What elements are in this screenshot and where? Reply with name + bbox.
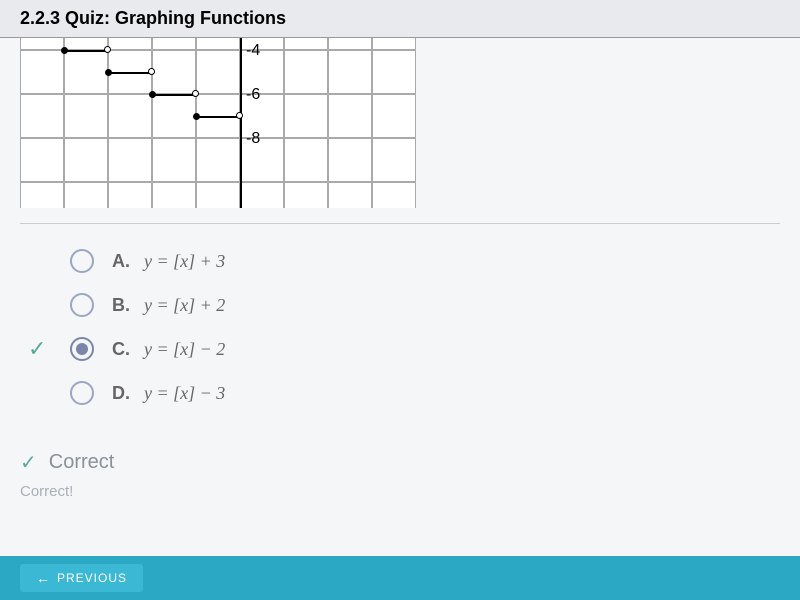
answer-option-a[interactable]: A. y = [x] + 3 <box>70 249 780 273</box>
answer-option-c[interactable]: ✓ C. y = [x] − 2 <box>70 337 780 361</box>
answer-letter: B. <box>112 295 134 316</box>
feedback-check-icon: ✓ <box>20 450 37 475</box>
correct-check-icon: ✓ <box>28 336 46 362</box>
content-area: -4-6-8 A. y = [x] + 3 B. y = [x] + 2 ✓ C… <box>0 38 800 556</box>
previous-button[interactable]: PREVIOUS <box>20 564 143 592</box>
feedback-subtitle: Correct! <box>20 483 780 500</box>
radio-c[interactable] <box>70 337 94 361</box>
feedback-title: Correct <box>49 451 115 474</box>
answer-equation: y = [x] − 3 <box>144 383 225 404</box>
feedback-header: ✓ Correct <box>20 450 780 475</box>
graph-container: -4-6-8 <box>20 38 780 208</box>
answer-option-b[interactable]: B. y = [x] + 2 <box>70 293 780 317</box>
quiz-header: 2.2.3 Quiz: Graphing Functions <box>0 0 800 38</box>
previous-label: PREVIOUS <box>57 571 127 585</box>
quiz-title: 2.2.3 Quiz: Graphing Functions <box>20 8 286 28</box>
nav-bar: PREVIOUS <box>0 556 800 600</box>
radio-d[interactable] <box>70 381 94 405</box>
answer-equation: y = [x] − 2 <box>144 339 225 360</box>
answer-letter: D. <box>112 383 134 404</box>
answer-list: A. y = [x] + 3 B. y = [x] + 2 ✓ C. y = [… <box>20 249 780 425</box>
answer-option-d[interactable]: D. y = [x] − 3 <box>70 381 780 405</box>
answer-letter: C. <box>112 339 134 360</box>
radio-a[interactable] <box>70 249 94 273</box>
radio-b[interactable] <box>70 293 94 317</box>
answer-equation: y = [x] + 3 <box>144 251 225 272</box>
divider <box>20 223 780 224</box>
feedback-section: ✓ Correct Correct! <box>20 450 780 500</box>
answer-equation: y = [x] + 2 <box>144 295 225 316</box>
answer-letter: A. <box>112 251 134 272</box>
